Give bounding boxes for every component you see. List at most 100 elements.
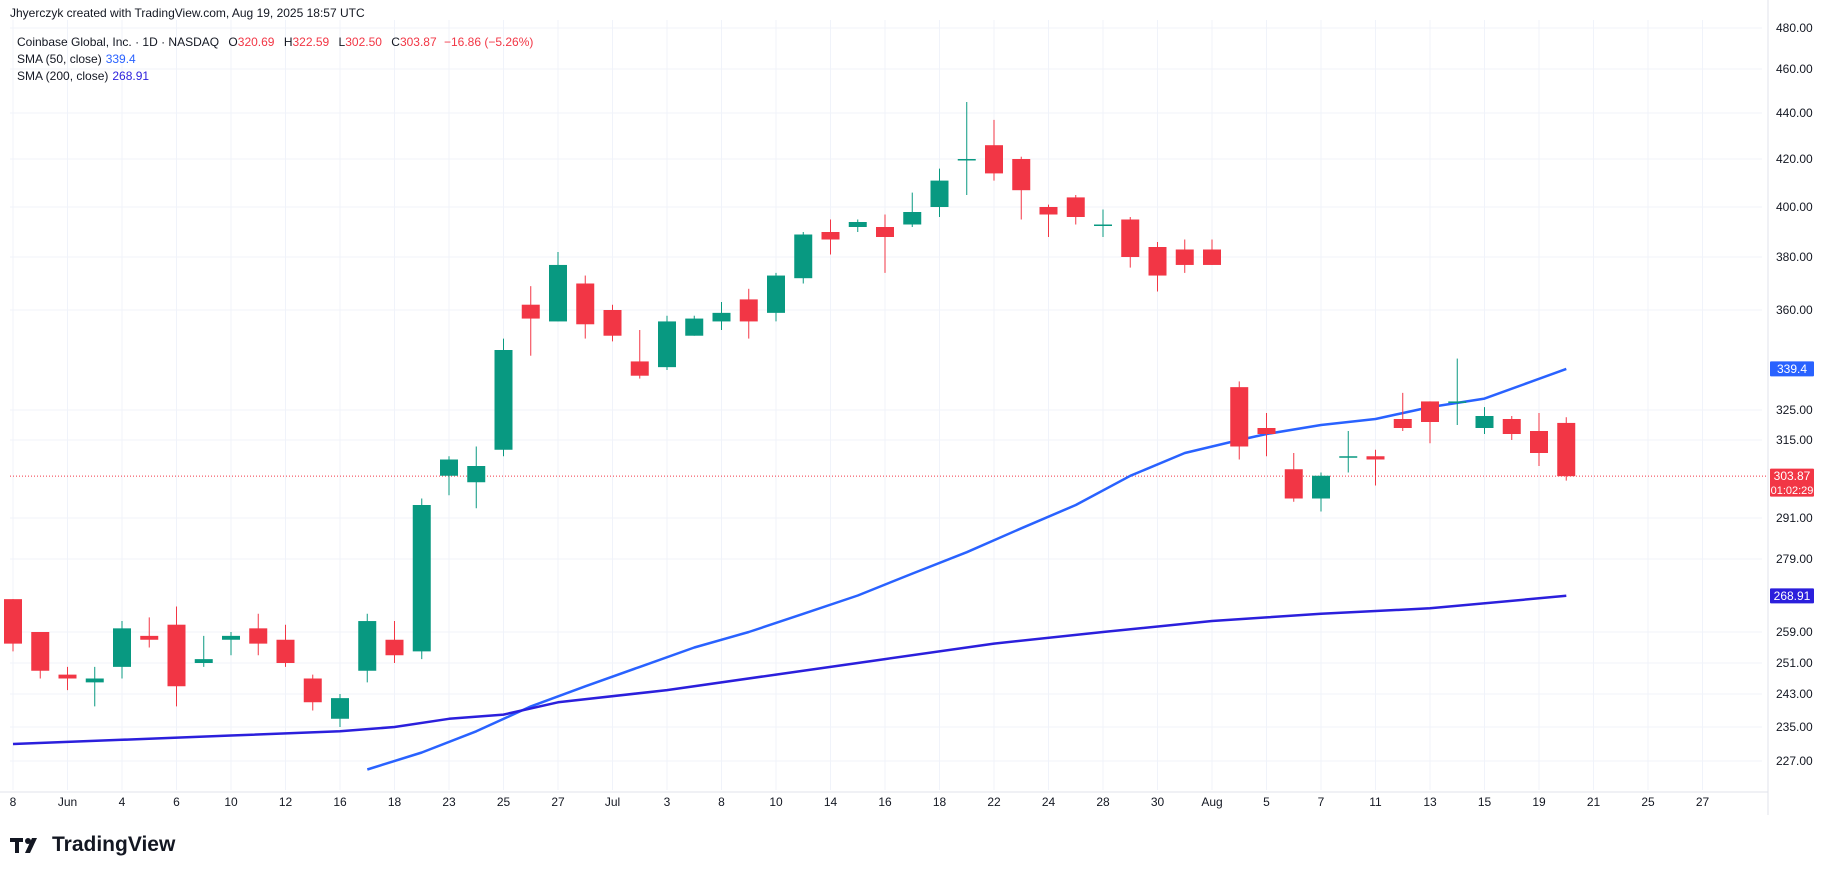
candle-body [1421, 401, 1439, 422]
x-tick-label: Aug [1201, 795, 1222, 809]
candle-body [1094, 224, 1112, 226]
candle [739, 288, 758, 339]
candle [1121, 217, 1140, 268]
x-tick-label: 8 [718, 795, 725, 809]
candle [985, 119, 1003, 181]
candle [494, 338, 513, 457]
candle-body [440, 459, 458, 476]
y-tick-label: 460.00 [1776, 62, 1813, 76]
chart-header: Jhyerczyk created with TradingView.com, … [10, 6, 365, 20]
candle [1257, 413, 1276, 457]
candle [85, 666, 104, 707]
candle [1475, 407, 1494, 434]
candle [331, 694, 349, 727]
candle-body [140, 635, 159, 640]
candle-body [1448, 401, 1467, 403]
x-tick-label: 23 [442, 795, 456, 809]
last-price-badge-bg [1770, 468, 1814, 497]
candle [521, 286, 540, 356]
candle [113, 621, 131, 679]
candle-body [194, 659, 213, 663]
x-tick-label: 10 [769, 795, 783, 809]
last-price-badge-countdown: 01:02:29 [1771, 485, 1814, 497]
candle [385, 621, 404, 663]
x-tick-label: Jul [605, 795, 620, 809]
candle [4, 599, 22, 652]
candle [31, 632, 50, 679]
x-tick-label: 22 [987, 795, 1001, 809]
candle-body [358, 621, 377, 671]
candle-body [848, 222, 867, 227]
x-tick-label: 25 [497, 795, 511, 809]
candle [303, 674, 322, 711]
legend-open-key: O [228, 35, 238, 49]
y-tick-label: 259.00 [1776, 625, 1813, 639]
x-tick-label: 7 [1318, 795, 1325, 809]
candle-body [167, 624, 186, 687]
x-tick-label: 5 [1263, 795, 1270, 809]
candle-body [658, 321, 676, 368]
legend-sma200-value: 268.91 [112, 69, 150, 83]
candle [412, 498, 431, 660]
x-tick-label: 16 [333, 795, 347, 809]
candle [1039, 204, 1058, 237]
candle-body [1312, 475, 1330, 499]
candle [630, 330, 649, 379]
candle [821, 219, 840, 255]
candle-body [276, 639, 295, 663]
x-tick-label: 25 [1641, 795, 1655, 809]
candle-body [1066, 197, 1085, 217]
candle-body [985, 145, 1003, 174]
candle [603, 304, 622, 342]
x-tick-label: 21 [1587, 795, 1601, 809]
x-tick-label: 10 [224, 795, 238, 809]
y-tick-label: 420.00 [1776, 152, 1813, 166]
x-tick-label: 18 [388, 795, 402, 809]
legend-sma50-row[interactable]: SMA (50, close) 339.4 [17, 51, 533, 68]
candle-body [385, 639, 404, 656]
candle-body [1039, 207, 1058, 215]
candle-body [1012, 159, 1031, 191]
x-tick-label: 3 [664, 795, 671, 809]
candle [1203, 239, 1221, 265]
sma200-line [12, 594, 1567, 746]
candle [467, 446, 486, 509]
candle-body [930, 180, 949, 207]
x-tick-label: 13 [1423, 795, 1437, 809]
candle-body [576, 283, 595, 325]
legend-symbol[interactable]: Coinbase Global, Inc. · 1D · NASDAQ [17, 35, 220, 49]
candle-body [903, 212, 922, 225]
x-tick-label: 11 [1369, 795, 1382, 809]
candle [1012, 156, 1031, 220]
candle [1066, 195, 1085, 225]
candle-body [113, 628, 131, 667]
candle-body [249, 628, 268, 644]
tradingview-logo-text: TradingView [52, 833, 176, 856]
candle-body [494, 350, 513, 450]
legend-sma50-value: 339.4 [105, 52, 136, 66]
candle [903, 192, 922, 227]
candle-body [58, 674, 77, 679]
candle-body [739, 299, 758, 322]
candle [1502, 416, 1521, 440]
last-price-badge-label: 303.87 [1774, 469, 1811, 483]
candle-body [1148, 247, 1167, 276]
candle-body [467, 466, 486, 483]
candle-body [712, 312, 731, 322]
legend-change: −16.86 (−5.26%) [443, 35, 534, 49]
x-tick-label: 27 [551, 795, 565, 809]
candle [1175, 239, 1194, 273]
tradingview-logo[interactable]: TradingView [10, 833, 175, 857]
candle-body [1230, 387, 1249, 447]
x-tick-label: 28 [1096, 795, 1110, 809]
candle [1557, 417, 1576, 481]
y-tick-label: 227.00 [1776, 754, 1813, 768]
price-chart[interactable]: 227.00 235.00 243.00 251.00 259.00 279.00 291.… [0, 0, 1835, 820]
candle [1312, 472, 1330, 512]
legend-sma200-row[interactable]: SMA (200, close) 268.91 [17, 68, 533, 85]
x-tick-label: 19 [1532, 795, 1546, 809]
candle-body [1366, 456, 1385, 460]
candle-body [685, 318, 704, 336]
candle-body [1175, 249, 1194, 265]
candle-body [957, 159, 976, 161]
